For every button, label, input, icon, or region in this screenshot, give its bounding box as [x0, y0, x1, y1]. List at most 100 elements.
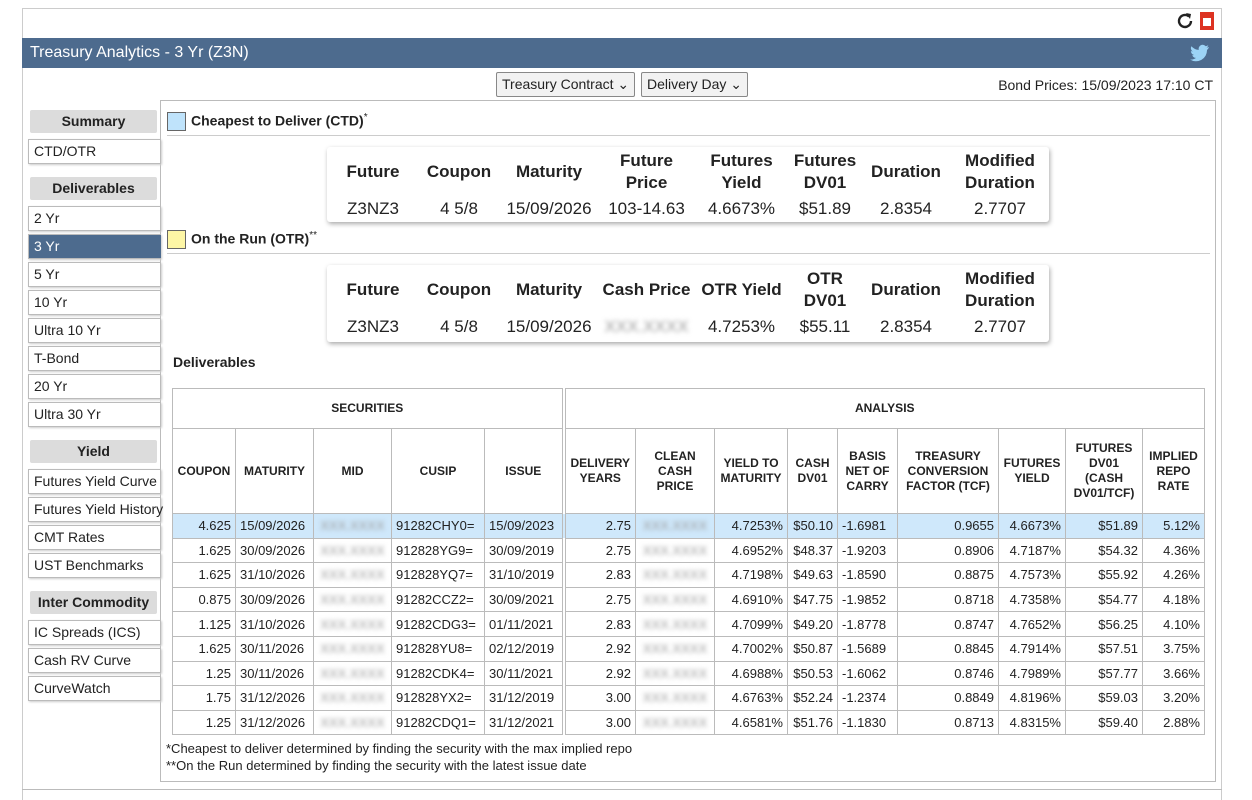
cell-text: $54.77 [1098, 592, 1138, 608]
section-header: Cheapest to Deliver (CTD)* [167, 112, 1210, 136]
section-title: On the Run (OTR) [191, 230, 310, 247]
dropdown-label: Treasury Contract [502, 76, 614, 92]
cell: 15/09/2023 [484, 513, 564, 539]
column-header: Maturity [515, 162, 583, 181]
column-header: COUPON [172, 428, 236, 514]
nav-item[interactable]: 2 Yr [28, 206, 161, 231]
cell-text: 4.7989% [1009, 665, 1061, 681]
cell-text: 15/09/2026 [240, 518, 306, 534]
swatch [167, 112, 186, 131]
cell: 1.25 [172, 660, 236, 687]
cell-text: 2.88% [1163, 715, 1200, 731]
cell-text: 31/12/2026 [240, 715, 306, 731]
cell: -1.9852 [837, 586, 898, 613]
cell: 3.66% [1142, 660, 1205, 687]
column-header: ISSUE [484, 428, 564, 514]
cell-text: $57.51 [1098, 641, 1138, 657]
cell: 91282CDQ1= [391, 709, 485, 736]
cell: 30/09/2021 [484, 586, 564, 613]
cell: 2.83 [561, 562, 636, 588]
nav-item[interactable]: UST Benchmarks [28, 553, 161, 578]
cell-text: XXX.XXXX [320, 567, 385, 583]
otr-card: Future Coupon Maturity Cash Price OTR Yield O… [327, 265, 1049, 342]
cell-text: $50.53 [793, 665, 833, 681]
dropdown[interactable]: Delivery Day ⌄ [641, 72, 748, 97]
refresh-icon[interactable] [1177, 13, 1193, 29]
cell-text: -1.6062 [842, 665, 887, 681]
twitter-icon[interactable] [1190, 44, 1210, 62]
cell-text: 4.7002% [731, 641, 783, 657]
nav-item[interactable]: Cash RV Curve [28, 648, 161, 673]
cell-text: XXX.XXXX [320, 592, 385, 608]
cell: -1.8778 [837, 611, 898, 637]
cell-text: 3.00 [605, 690, 631, 706]
nav-item[interactable]: Futures Yield History [28, 497, 163, 522]
cell-text: 0.8875 [954, 567, 994, 583]
section-title: Cheapest to Deliver (CTD) [191, 112, 364, 129]
cell-text: 0.8713 [954, 715, 994, 731]
cell-text: 15/09/2023 [489, 518, 555, 534]
top-icons [1177, 12, 1214, 30]
table-row: 0.875 30/09/2026 XXX.XXXX 91282CCZ2= 30/09/2… [172, 586, 1205, 613]
cell: 2.83 [561, 611, 636, 637]
cell-text: 31/12/2019 [489, 690, 555, 706]
cell: 0.8875 [897, 562, 999, 588]
cell: 4.7099% [714, 611, 788, 637]
header-title: Treasury Analytics - 3 Yr (Z3N) [30, 44, 249, 61]
cell: 91282CHY0= [391, 513, 485, 539]
value: 2.8354 [880, 199, 932, 218]
nav-item[interactable]: CTD/OTR [28, 139, 161, 164]
value-row: Z3NZ3 4 5/8 15/09/2026 XXX.XXXX 4.7253% $55.1… [327, 315, 1049, 339]
deliverables-table: SECURITIES ANALYSIS COUPON MATURITY MID CUSIP… [172, 388, 1205, 736]
nav-item[interactable]: 5 Yr [28, 262, 161, 287]
nav-item[interactable]: Ultra 10 Yr [28, 318, 161, 343]
nav-item[interactable]: 10 Yr [28, 290, 161, 315]
cell: XXX.XXXX [635, 537, 715, 564]
nav-item[interactable]: CurveWatch [28, 676, 161, 701]
nav-item[interactable]: CMT Rates [28, 525, 161, 550]
cell-text: 4.6988% [731, 665, 783, 681]
column-header: Future [346, 280, 400, 299]
cell-text: 1.625 [198, 567, 231, 583]
cell: $52.24 [787, 685, 838, 711]
cell: $54.32 [1065, 537, 1143, 564]
nav-item[interactable]: 3 Yr [28, 234, 161, 259]
cell: 4.625 [172, 513, 236, 539]
cell-text: $52.24 [793, 690, 833, 706]
cell: 4.26% [1142, 562, 1205, 588]
cell: $50.53 [787, 660, 838, 687]
cell-text: 4.18% [1163, 592, 1200, 608]
cell-text: 4.7914% [1009, 641, 1061, 657]
cell-text: XXX.XXXX [320, 665, 385, 681]
value: XXX.XXXX [604, 317, 689, 336]
cell: 4.7187% [998, 537, 1066, 564]
nav-item[interactable]: Ultra 30 Yr [28, 402, 161, 427]
section-header: On the Run (OTR)** [167, 230, 1210, 254]
nav-item[interactable]: Futures Yield Curve [28, 469, 161, 494]
nav-item[interactable]: 20 Yr [28, 374, 161, 399]
cell-text: 01/11/2021 [489, 616, 554, 632]
dropdown[interactable]: Treasury Contract ⌄ [496, 72, 636, 97]
cell: 4.7198% [714, 562, 788, 588]
cell: 30/09/2026 [235, 537, 314, 564]
table-row: 1.625 30/09/2026 XXX.XXXX 912828YG9= 30/09/2… [172, 537, 1205, 564]
cell-text: 3.66% [1163, 665, 1200, 681]
cell: $56.25 [1065, 611, 1143, 637]
cell-text: $51.76 [793, 715, 833, 731]
nav-item[interactable]: IC Spreads (ICS) [28, 620, 161, 645]
nav-item[interactable]: T-Bond [28, 346, 161, 371]
cell-text: 2.75 [605, 542, 631, 558]
value: 4.6673% [707, 199, 776, 218]
cell-text: 0.8849 [954, 690, 994, 706]
cell-text: XXX.XXXX [320, 715, 385, 731]
cell: 31/12/2026 [235, 709, 314, 736]
cell-text: 912828YU8= [396, 641, 473, 657]
value: 103-14.63 [608, 199, 685, 218]
cell-text: 4.26% [1163, 567, 1200, 583]
cell: 2.75 [561, 537, 636, 564]
column-header: Futures Yield [710, 151, 773, 192]
value: Z3NZ3 [347, 317, 399, 336]
cell-text: XXX.XXXX [320, 641, 385, 657]
cell: 1.625 [172, 537, 236, 564]
cell: $49.20 [787, 611, 838, 637]
